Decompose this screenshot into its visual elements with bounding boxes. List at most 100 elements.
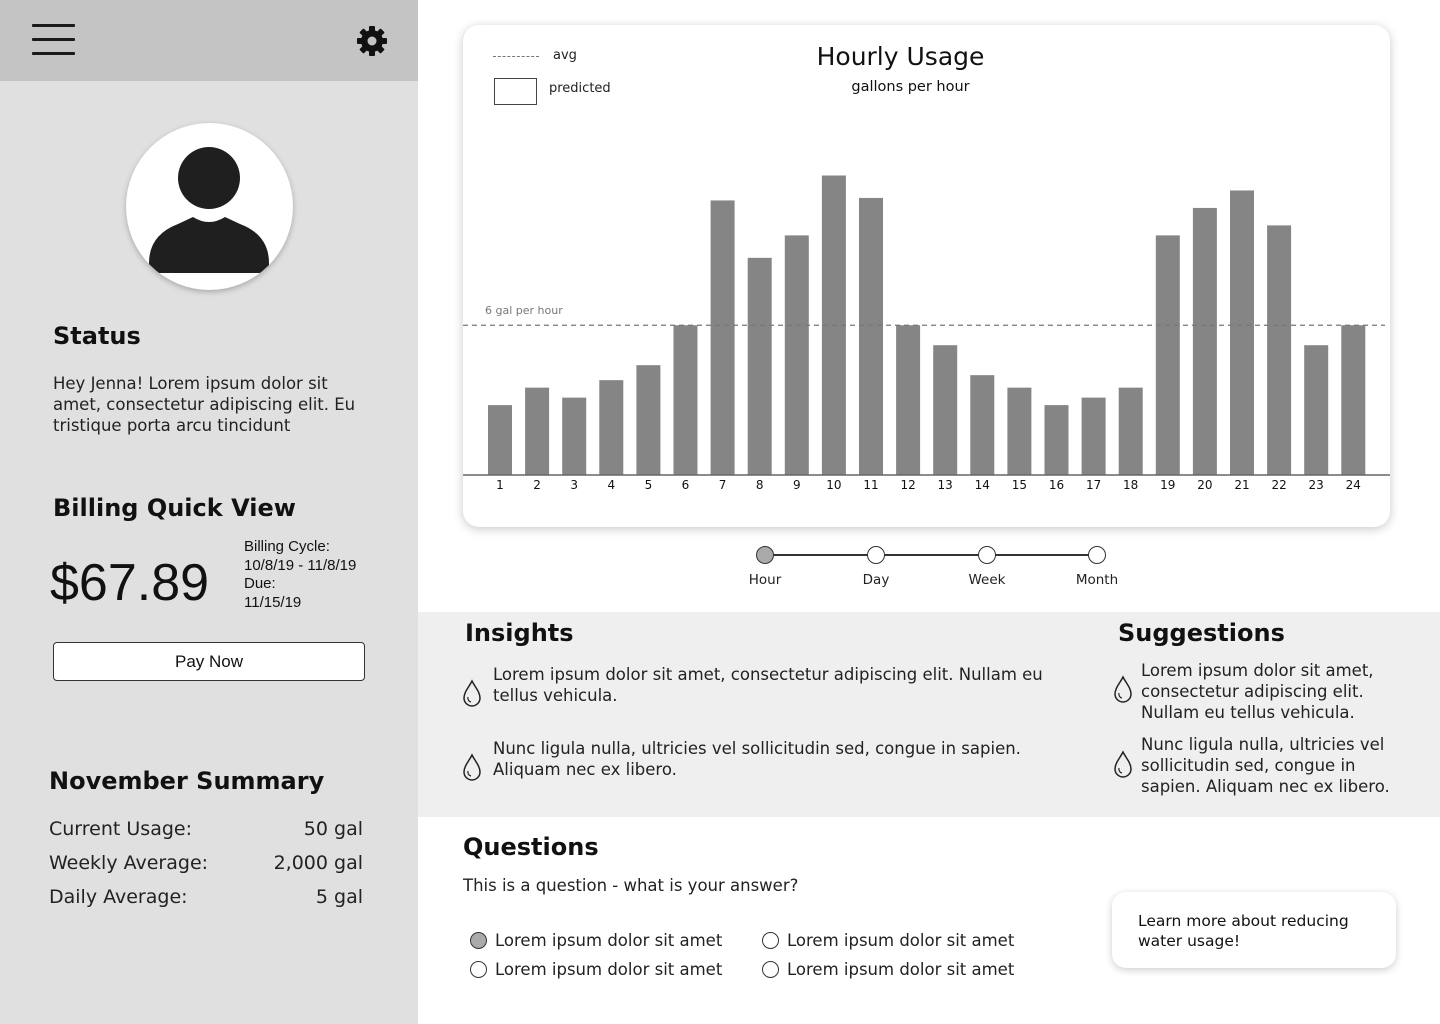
option-label: Lorem ipsum dolor sit amet (495, 960, 723, 979)
legend-avg-swatch (493, 56, 539, 57)
insights-section (418, 612, 1440, 817)
hourly-usage-chart: 1 2 3 4 5 6 7 8 9 10 11 12 13 14 15 16 17 18 19 20 21 22 23 246… (463, 175, 1390, 492)
pay-now-button[interactable]: Pay Now (53, 642, 365, 681)
billing-heading: Billing Quick View (53, 494, 296, 522)
x-tick-label: 6 (682, 478, 690, 492)
question-text: This is a question - what is your answer… (463, 876, 799, 895)
chart-bar (933, 345, 958, 475)
x-tick-label: 15 (1012, 478, 1027, 492)
question-option-4[interactable]: Lorem ipsum dolor sit amet (762, 960, 1014, 979)
summary-value: 2,000 gal (273, 852, 363, 874)
summary-heading: November Summary (49, 767, 325, 795)
x-tick-label: 1 (496, 478, 504, 492)
user-avatar-icon[interactable] (126, 123, 293, 290)
time-range-track (765, 554, 1098, 556)
time-range-week-dot[interactable] (978, 546, 996, 564)
chart-bar (1267, 225, 1292, 475)
summary-value: 50 gal (303, 818, 363, 840)
summary-row-weekly-average: Weekly Average: 2,000 gal (49, 852, 363, 874)
learn-more-card[interactable]: Learn more about reducing water usage! (1112, 892, 1396, 968)
chart-bar (970, 375, 995, 475)
gear-icon[interactable] (354, 23, 390, 59)
billing-cycle-value: 10/8/19 - 11/8/19 (244, 556, 357, 574)
question-option-1[interactable]: Lorem ipsum dolor sit amet (470, 931, 722, 950)
chart-bar (1230, 190, 1254, 475)
time-range-day-dot[interactable] (867, 546, 885, 564)
time-range-month-dot[interactable] (1088, 546, 1106, 564)
summary-row-daily-average: Daily Average: 5 gal (49, 886, 363, 908)
billing-amount: $67.89 (50, 554, 210, 612)
legend-predicted-swatch (494, 78, 537, 105)
due-value: 11/15/19 (244, 593, 302, 611)
water-drop-icon (463, 679, 481, 707)
x-tick-label: 8 (756, 478, 764, 492)
chart-bar (1081, 397, 1106, 475)
chart-bar (488, 405, 512, 475)
x-tick-label: 5 (645, 478, 653, 492)
time-range-selector: Hour Day Week Month (740, 540, 1140, 600)
insight-item: Nunc ligula nulla, ultricies vel sollici… (493, 739, 1021, 779)
questions-heading: Questions (463, 833, 599, 861)
billing-cycle-label: Billing Cycle: (244, 538, 330, 555)
billing-details: Billing Cycle: 10/8/19 - 11/8/19 Due: 11… (244, 538, 356, 612)
chart-bar (1118, 387, 1143, 475)
x-tick-label: 23 (1309, 478, 1324, 492)
x-tick-label: 22 (1271, 478, 1286, 492)
question-option-3[interactable]: Lorem ipsum dolor sit amet (762, 931, 1014, 950)
question-option-2[interactable]: Lorem ipsum dolor sit amet (470, 960, 722, 979)
chart-bar (1192, 207, 1217, 476)
time-range-day-label[interactable]: Day (862, 572, 890, 588)
chart-bar (784, 235, 809, 475)
x-tick-label: 20 (1197, 478, 1212, 492)
x-tick-label: 24 (1346, 478, 1361, 492)
x-tick-label: 4 (607, 478, 615, 492)
water-drop-icon (1114, 750, 1132, 778)
x-tick-label: 14 (975, 478, 990, 492)
option-label: Lorem ipsum dolor sit amet (787, 931, 1015, 950)
x-tick-label: 10 (826, 478, 841, 492)
time-range-hour-label[interactable]: Hour (748, 572, 782, 588)
radio-button-selected[interactable] (470, 932, 487, 949)
chart-title: Hourly Usage (816, 42, 985, 71)
chart-bar (859, 197, 883, 475)
summary-label: Current Usage: (49, 818, 193, 840)
x-tick-label: 16 (1049, 478, 1064, 492)
time-range-hour-dot[interactable] (756, 546, 774, 564)
x-tick-label: 19 (1160, 478, 1175, 492)
x-tick-label: 21 (1234, 478, 1249, 492)
chart-bar (1341, 325, 1366, 475)
radio-button[interactable] (470, 961, 487, 978)
water-drop-icon (1114, 675, 1132, 703)
sidebar: Status Hey Jenna! Lorem ipsum dolor sit … (0, 0, 418, 1024)
status-heading: Status (53, 322, 141, 350)
water-drop-icon (463, 753, 481, 781)
option-label: Lorem ipsum dolor sit amet (495, 931, 723, 950)
hamburger-menu-icon[interactable] (32, 24, 75, 56)
avg-line-label: 6 gal per hour (485, 304, 563, 317)
chart-bar (599, 380, 624, 475)
status-message: Hey Jenna! Lorem ipsum dolor sit amet, c… (53, 374, 356, 435)
chart-bar (747, 257, 772, 475)
chart-bar (896, 325, 921, 475)
chart-bar (562, 397, 587, 475)
chart-bar (525, 387, 550, 475)
chart-subtitle: gallons per hour (851, 79, 970, 95)
due-label: Due: (244, 575, 276, 592)
x-tick-label: 13 (938, 478, 953, 492)
suggestions-heading: Suggestions (1118, 619, 1285, 647)
x-tick-label: 7 (719, 478, 727, 492)
x-tick-label: 9 (793, 478, 801, 492)
summary-label: Weekly Average: (49, 852, 209, 874)
time-range-week-label[interactable]: Week (968, 572, 1006, 588)
summary-row-current-usage: Current Usage: 50 gal (49, 818, 363, 840)
legend-predicted-label: predicted (549, 81, 611, 96)
chart-bar (1007, 387, 1032, 475)
time-range-month-label[interactable]: Month (1075, 572, 1119, 588)
radio-button[interactable] (762, 961, 779, 978)
suggestion-item: Nunc ligula nulla, ultricies vel sollici… (1141, 735, 1390, 796)
radio-button[interactable] (762, 932, 779, 949)
option-label: Lorem ipsum dolor sit amet (787, 960, 1015, 979)
chart-bar (1304, 345, 1329, 475)
legend-avg-label: avg (553, 48, 577, 63)
x-tick-label: 11 (863, 478, 878, 492)
